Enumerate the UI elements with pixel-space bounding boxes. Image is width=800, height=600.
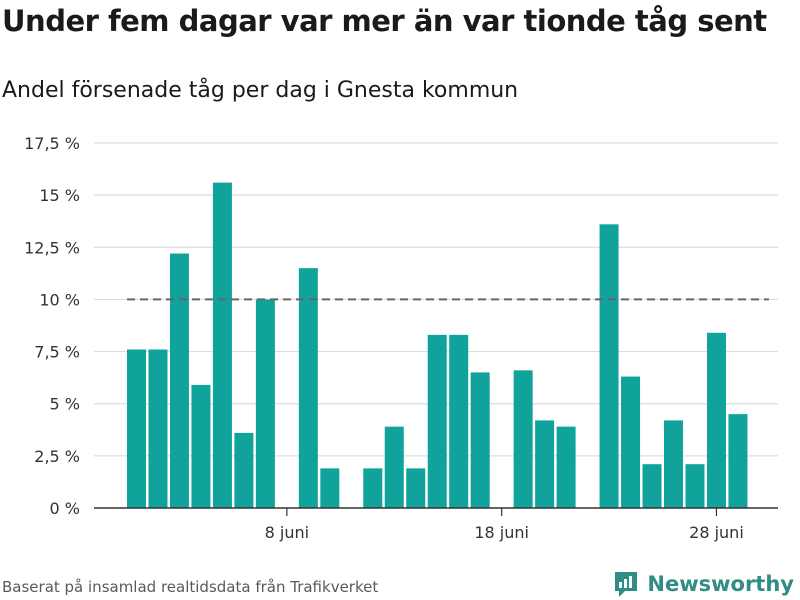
bar	[535, 420, 555, 508]
x-axis: 8 juni 18 juni 28 juni	[94, 507, 778, 542]
brand[interactable]: Newsworthy	[613, 570, 794, 598]
bar	[427, 334, 447, 508]
bar	[320, 468, 340, 508]
y-tick-label: 10 %	[39, 290, 80, 309]
y-tick-label: 12,5 %	[24, 238, 80, 257]
chart-subtitle: Andel försenade tåg per dag i Gnesta kom…	[2, 78, 519, 103]
bar	[298, 268, 318, 508]
source-note: Baserat på insamlad realtidsdata från Tr…	[2, 578, 379, 596]
bar	[127, 349, 146, 508]
x-tick-label: 8 juni	[265, 523, 309, 542]
y-tick-label: 5 %	[50, 395, 80, 414]
bar	[212, 182, 232, 508]
y-tick-label: 17,5 %	[24, 134, 80, 153]
bar	[191, 384, 211, 508]
bar	[513, 370, 533, 508]
bar	[384, 426, 404, 508]
y-axis-ticks: 0 % 2,5 % 5 % 7,5 % 10 % 12,5 % 15 % 17,5 %	[24, 134, 80, 518]
bar	[406, 468, 426, 508]
y-tick-label: 0 %	[50, 499, 80, 518]
bar	[642, 464, 662, 508]
bar	[234, 432, 254, 508]
y-tick-label: 7,5 %	[34, 343, 80, 362]
bar	[706, 332, 726, 508]
bar	[599, 224, 619, 508]
bar	[621, 376, 641, 508]
bar-chart: 0 % 2,5 % 5 % 7,5 % 10 % 12,5 % 15 % 17,5 % 8 j…	[24, 134, 778, 542]
chart-title: Under fem dagar var mer än var tionde tå…	[2, 4, 767, 38]
brand-name: Newsworthy	[647, 572, 794, 596]
bar	[556, 426, 576, 508]
y-tick-label: 15 %	[39, 186, 80, 205]
bar	[685, 464, 705, 508]
newsworthy-logo-icon	[615, 572, 638, 597]
bar	[470, 372, 490, 508]
bars	[127, 182, 748, 508]
bar	[449, 334, 469, 508]
bar	[148, 349, 168, 508]
x-tick-label: 28 juni	[689, 523, 744, 542]
bar	[255, 299, 275, 508]
bar	[728, 414, 748, 508]
bar	[169, 253, 189, 508]
x-tick-label: 18 juni	[474, 523, 529, 542]
bar	[363, 468, 383, 508]
bar	[664, 420, 683, 508]
y-tick-label: 2,5 %	[34, 447, 80, 466]
